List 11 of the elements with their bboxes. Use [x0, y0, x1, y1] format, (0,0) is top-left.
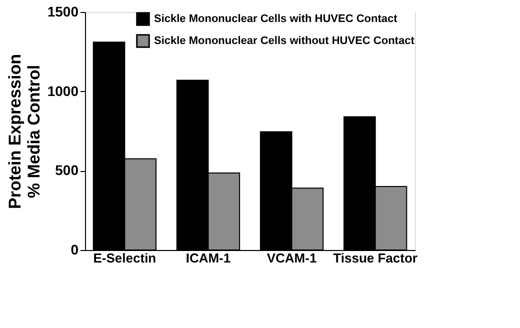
legend-label: Sickle Mononuclear Cells without HUVEC Contact — [154, 35, 415, 47]
legend-label: Sickle Mononuclear Cells with HUVEC Contact — [154, 13, 398, 25]
y-tick-label: 0 — [70, 242, 79, 258]
y-axis-title: Protein Expression % Media Control — [5, 54, 44, 209]
y-tick-label: 1000 — [47, 82, 79, 99]
x-tick-label: E-Selectin — [93, 250, 156, 266]
x-tick-label: VCAM-1 — [266, 250, 317, 266]
y-tick-label: 500 — [55, 162, 79, 178]
x-tick-label: ICAM-1 — [186, 250, 231, 266]
y-tick-label: 1500 — [47, 4, 79, 20]
x-tick-label: Tissue Factor — [333, 250, 418, 266]
